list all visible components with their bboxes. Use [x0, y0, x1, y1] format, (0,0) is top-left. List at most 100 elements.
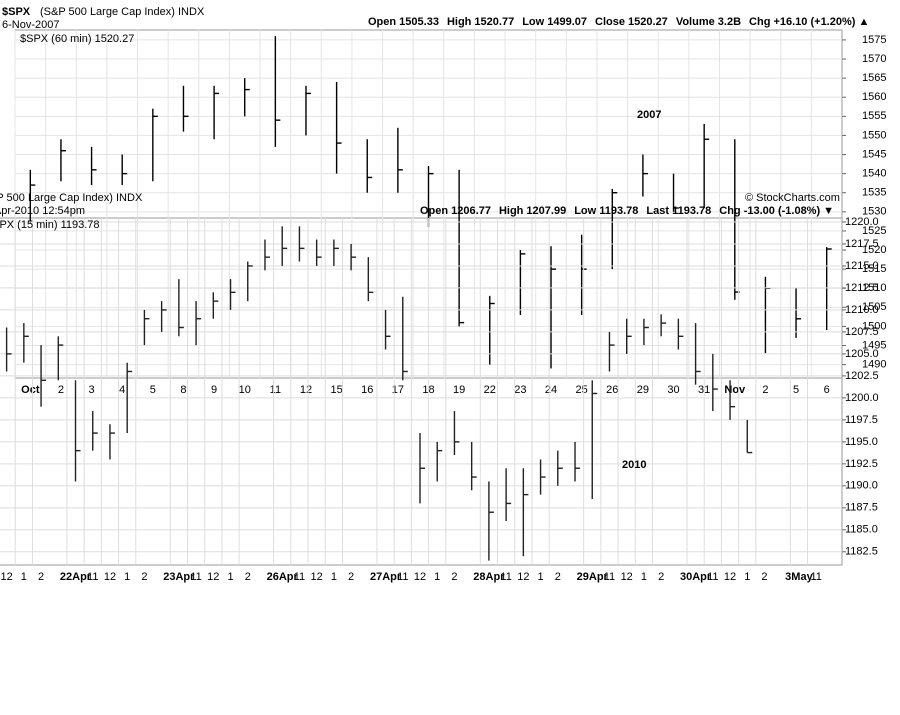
quote-item: High 1520.77: [447, 16, 514, 28]
x-tick-label: 12: [0, 571, 12, 583]
legend: $SPX (60 min) 1520.27: [20, 33, 134, 45]
x-tick-label: 11: [810, 571, 821, 583]
y-tick-label: 1545: [862, 148, 886, 160]
x-tick-label: 2: [658, 571, 664, 583]
x-tick-label: Nov: [724, 384, 746, 396]
quote-item: Last 1193.78: [646, 205, 711, 217]
x-tick-label: 23: [514, 384, 526, 396]
x-tick-label: 3: [89, 384, 95, 396]
x-tick-label: 12: [621, 571, 633, 583]
x-tick-label: 1: [641, 571, 647, 583]
x-tick-label: 25: [576, 384, 588, 396]
date: 6-Nov-2007: [2, 19, 59, 31]
y-tick-label: 1195.0: [845, 436, 878, 448]
x-tick-label: 5: [150, 384, 156, 396]
y-tick-label: 1192.5: [845, 458, 878, 470]
y-tick-label: 1520: [862, 244, 886, 256]
y-tick-label: 1505: [862, 301, 886, 313]
y-tick-label: 1220.0: [845, 216, 879, 228]
x-tick-label: 26Apr: [267, 571, 299, 583]
x-tick-label: 16: [361, 384, 373, 396]
x-tick-label: 1: [331, 571, 337, 583]
y-tick-label: 1217.5: [845, 238, 879, 250]
y-tick-label: 1535: [862, 187, 886, 199]
y-tick-label: 1187.5: [845, 502, 878, 514]
annotation: 2007: [637, 109, 661, 121]
y-tick-label: 1182.5: [845, 546, 878, 558]
x-tick-label: 29: [637, 384, 649, 396]
x-tick-label: 1: [124, 571, 130, 583]
x-tick-label: 5: [793, 384, 799, 396]
x-tick-label: 12: [724, 571, 736, 583]
quote-item: Chg -13.00 (-1.08%) ▼: [719, 205, 834, 217]
y-tick-label: 1515: [862, 263, 886, 275]
x-tick-label: 2: [762, 384, 768, 396]
y-tick-label: 1530: [862, 206, 886, 218]
y-tick-label: 1202.5: [845, 370, 879, 382]
x-tick-label: 12: [414, 571, 426, 583]
y-tick-label: 1200.0: [845, 392, 879, 404]
x-tick-label: 11: [270, 384, 281, 396]
date: 30-Apr-2010 12:54pm: [0, 205, 85, 217]
x-tick-label: 2: [555, 571, 561, 583]
x-tick-label: 26: [606, 384, 618, 396]
x-tick-label: 9: [211, 384, 217, 396]
y-tick-label: 1500: [862, 320, 886, 332]
symbol-name: (S&P 500 Large Cap Index) INDX: [40, 6, 205, 18]
annotation: 2010: [622, 459, 646, 471]
x-tick-label: 24: [545, 384, 557, 396]
x-tick-label: 1: [744, 571, 750, 583]
y-tick-label: 1212.5: [845, 282, 879, 294]
y-tick-label: 1570: [862, 53, 886, 65]
quote-item: Close 1520.27: [595, 16, 668, 28]
x-tick-label: 23Apr: [163, 571, 195, 583]
x-tick-label: 17: [392, 384, 404, 396]
y-tick-label: 1205.0: [845, 348, 879, 360]
x-tick-label: 30: [667, 384, 679, 396]
x-tick-label: 1: [227, 571, 233, 583]
x-tick-label: 27Apr: [370, 571, 402, 583]
x-tick-label: 15: [330, 384, 342, 396]
x-tick-label: 2: [141, 571, 147, 583]
quote-item: Open 1206.77: [420, 205, 491, 217]
x-tick-label: 1: [538, 571, 544, 583]
y-tick-label: 1207.5: [845, 326, 879, 338]
x-tick-label: 1: [434, 571, 440, 583]
x-tick-label: 2: [451, 571, 457, 583]
quote-item: Low 1193.78: [574, 205, 638, 217]
symbol-name: (S&P 500 Large Cap Index) INDX: [0, 192, 143, 204]
x-tick-label: 11: [500, 571, 511, 583]
x-tick-label: 2: [348, 571, 354, 583]
quote-item: Low 1499.07: [522, 16, 587, 28]
x-tick-label: 11: [397, 571, 408, 583]
x-tick-label: 30Apr: [680, 571, 712, 583]
x-tick-label: 12: [311, 571, 323, 583]
y-tick-label: 1210.0: [845, 304, 879, 316]
y-tick-label: 1185.0: [845, 524, 878, 536]
y-tick-label: 1550: [862, 129, 886, 141]
x-tick-label: 6: [824, 384, 830, 396]
x-tick-label: 29Apr: [577, 571, 609, 583]
x-tick-label: 11: [707, 571, 718, 583]
y-tick-label: 1525: [862, 225, 886, 237]
x-tick-label: 12: [517, 571, 529, 583]
y-tick-label: 1540: [862, 168, 886, 180]
legend: $SPX (15 min) 1193.78: [0, 219, 100, 231]
y-tick-label: 1510: [862, 282, 886, 294]
x-tick-label: 12: [104, 571, 116, 583]
x-tick-label: 22Apr: [60, 571, 92, 583]
x-tick-label: 22: [484, 384, 496, 396]
symbol: $SPX: [2, 6, 31, 18]
y-tick-label: 1215.0: [845, 260, 879, 272]
x-tick-label: 2: [38, 571, 44, 583]
bottom-frame: [0, 217, 843, 566]
x-tick-label: 10: [239, 384, 251, 396]
x-tick-label: 1: [21, 571, 27, 583]
x-tick-label: 2: [245, 571, 251, 583]
quote-item: Volume 3.2B: [676, 16, 741, 28]
y-tick-label: 1190.0: [845, 480, 878, 492]
y-tick-label: 1197.5: [845, 414, 878, 426]
x-tick-label: 11: [87, 571, 98, 583]
